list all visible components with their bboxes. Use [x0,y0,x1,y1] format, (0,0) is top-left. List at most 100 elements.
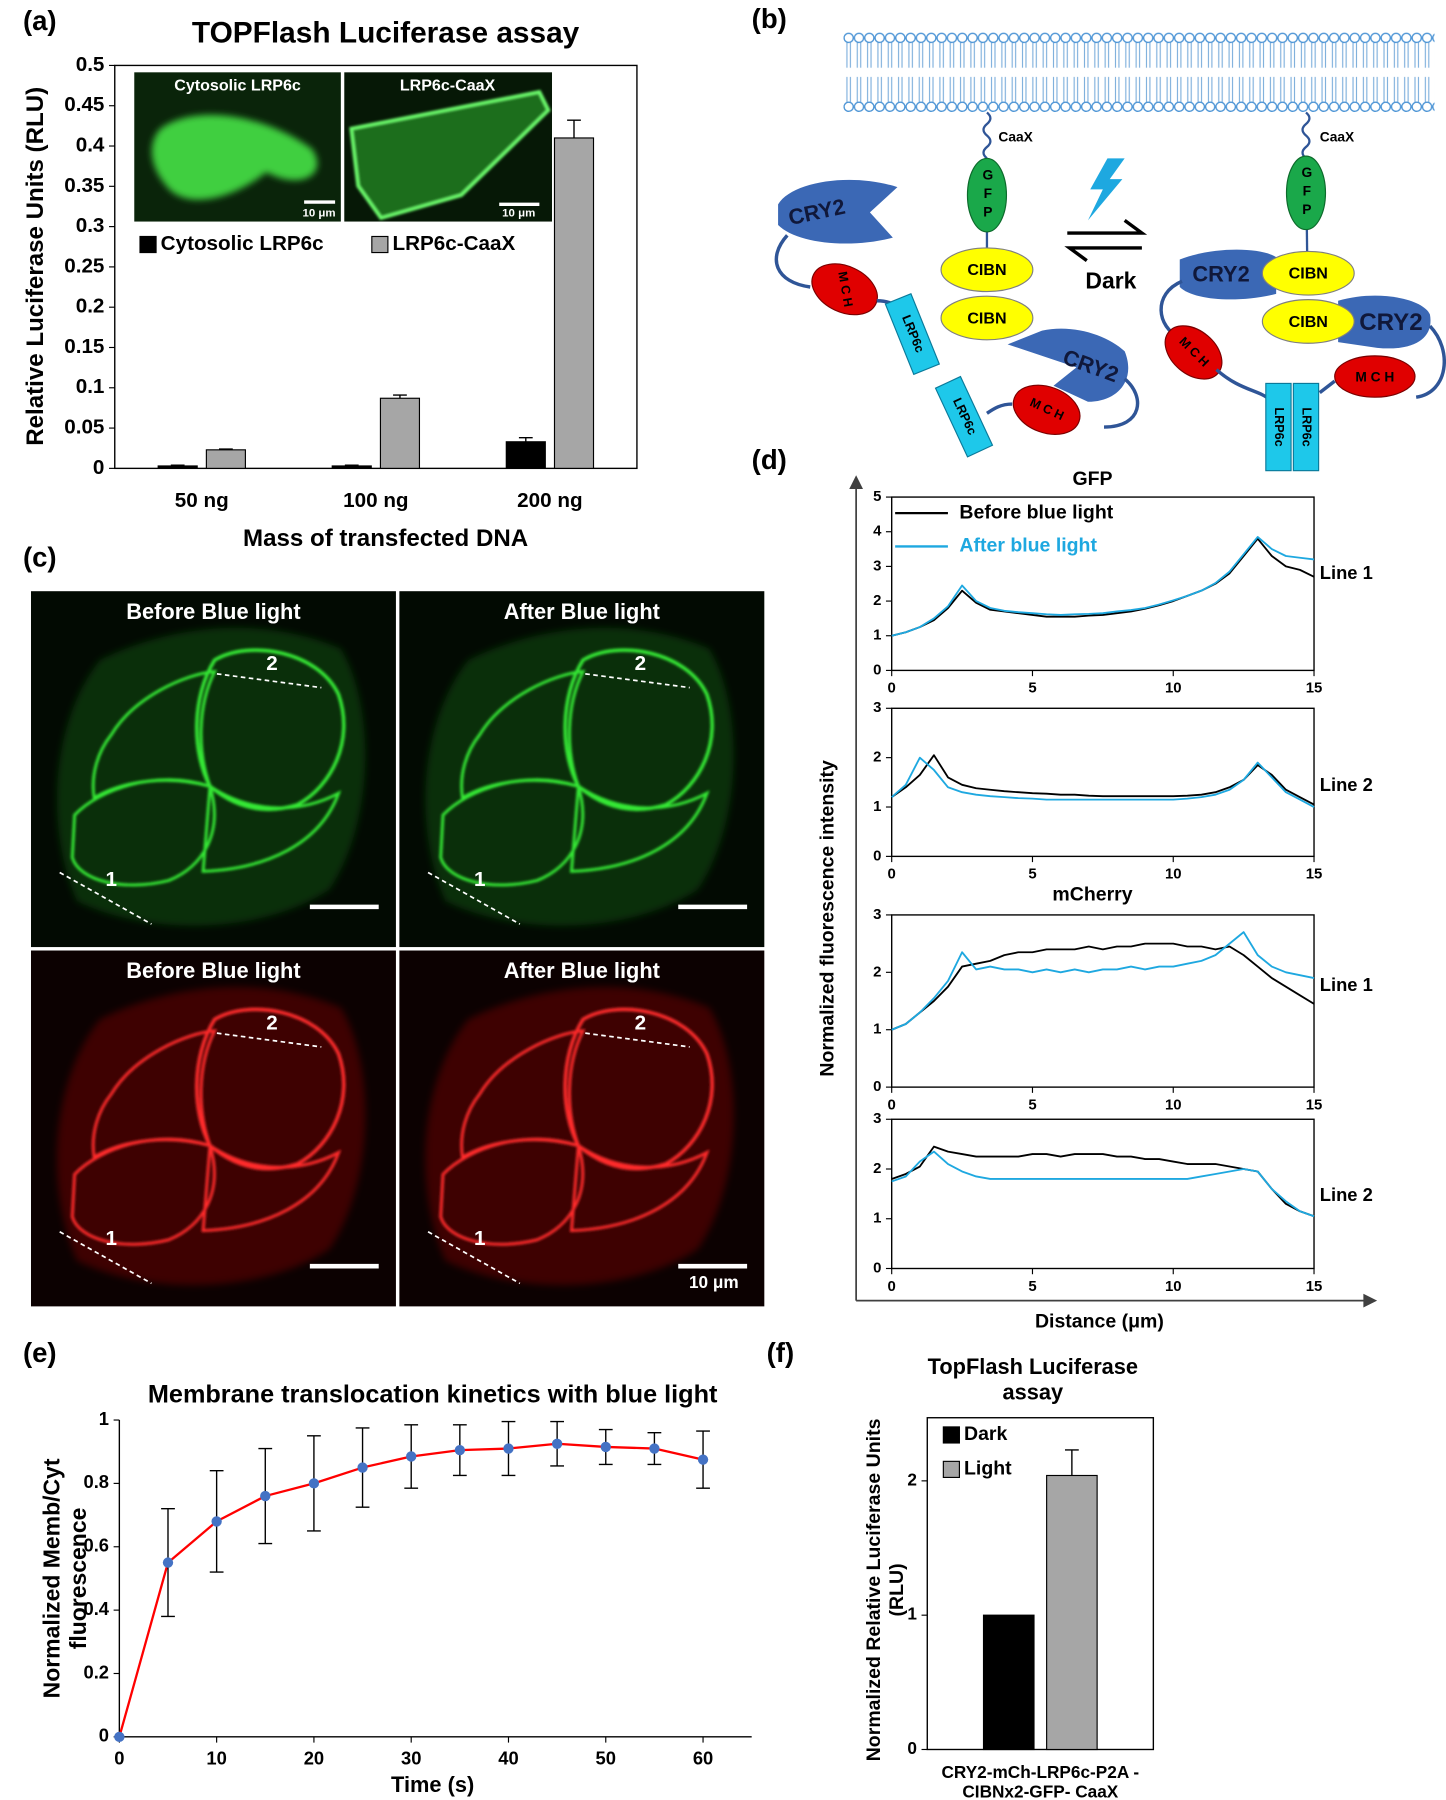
x-tick-label: 10 [1165,866,1182,883]
marker [260,1490,271,1502]
label: CIBN [967,309,1006,327]
y-tick-label: 0.4 [76,133,105,156]
line [891,754,1315,806]
x-tick-label: 10 [1165,1096,1182,1113]
label: CaaX [1320,129,1355,144]
x-tick-label: 15 [1306,680,1323,697]
y-axis-label: Normalized Memb/Cyt fluorescence [40,1458,92,1699]
marker [357,1462,368,1473]
plot-frame [891,1118,1315,1270]
label: LRP6c [1300,407,1314,446]
x-tick-label: 20 [304,1748,324,1769]
marker [114,1731,125,1743]
line-scan [427,871,521,925]
legend-swatch [942,1460,960,1478]
cell-outlines [425,628,734,926]
x-tick-label: 15 [1306,866,1323,883]
marker [454,1444,466,1456]
x-tick-label: 200 ng [517,489,582,512]
y-tick-label: 0.8 [83,1471,109,1492]
annotation: Line 1 [1320,562,1373,583]
y-tick-label: 0.1 [76,375,105,398]
chart-title: TopFlash Luciferase assay [927,1355,1139,1406]
marker [211,1516,222,1527]
label: CRY2 [1192,261,1249,286]
marker [503,1443,514,1454]
label: CIBN [1289,313,1328,331]
label: CRY2 [1359,309,1422,336]
line [891,536,1315,637]
bar [1046,1474,1098,1751]
annotation: Line 1 [1320,974,1373,995]
inset-label: Cytosolic LRP6c [174,76,301,94]
y-tick-label: 3 [873,557,881,574]
label: CIBN [1289,265,1328,283]
marker [308,1478,320,1489]
y-axis-label-box: Normalized Relative Luciferase Units (RL… [864,1419,908,1762]
bar [379,397,421,469]
line [891,537,1315,637]
y-tick-label: 0.45 [64,93,104,116]
cell-outlines [425,987,734,1285]
panel-label: (e) [23,1337,57,1368]
marker [649,1443,660,1454]
panel-label: (c) [23,541,57,572]
line [891,1145,1315,1218]
line-scan [585,672,690,689]
cell-outlines [57,987,366,1285]
x-axis-label: Mass of transfected DNA [243,525,528,552]
error-bar [567,119,581,138]
line-label: 1 [106,1227,117,1250]
legend-label: Dark [964,1423,1008,1445]
bar [157,465,198,469]
x-tick-label: 5 [1028,680,1036,697]
x-tick-label: 15 [1306,1278,1323,1295]
legend-label: Light [964,1458,1012,1480]
line [891,942,1315,1031]
line-label: 1 [474,868,485,891]
x-tick-label: 0 [114,1748,124,1769]
y-tick-label: 0.05 [64,416,104,439]
chart-title-box: TopFlash Luciferase assay [927,1355,1139,1406]
line-label: 2 [635,1011,646,1034]
panel-label: (f) [767,1337,795,1368]
x-tick-label: 5 [1028,1278,1036,1295]
legend-label: Before blue light [959,501,1113,523]
label: M C H [1355,369,1394,384]
panel-label: (b) [752,3,787,34]
chart-title: TOPFlash Luciferase assay [192,16,580,49]
x-tick-label: 10 [1165,1278,1182,1295]
y-tick-label: 0.5 [76,53,105,76]
x-tick-label: CRY2-mCh-LRP6c-P2A -CIBNx2-GFP- CaaX [941,1762,1140,1800]
inset-scale: 10 μm [302,208,335,220]
x-tick-label: 30 [401,1748,421,1769]
y-tick-label: 0.25 [64,254,104,277]
label: GFP [980,167,995,222]
axis-label: Distance (μm) [1035,1311,1164,1333]
line-label: 2 [266,652,277,675]
legend-label: LRP6c-CaaX [392,232,515,255]
label: M C H [835,270,855,308]
legend-swatch [139,235,157,254]
x-tick-label: 50 [596,1748,616,1769]
line-scan [59,871,152,925]
y-tick-label: 0.2 [83,1661,109,1682]
x-tick-label: 0 [888,680,896,697]
y-tick-label: 4 [873,523,882,540]
y-tick-label: 0 [873,847,881,864]
y-tick-label: 2 [873,1160,881,1177]
panel-d-axes: Normalized fluorescence intensity Distan… [817,475,1378,1333]
bar [205,449,246,469]
micrograph-title: After Blue light [504,599,660,624]
y-tick-label: 0 [93,456,104,479]
line-scan [585,1032,690,1048]
label: CIBN [967,261,1006,279]
plot-frame [891,707,1315,858]
marker [600,1441,611,1453]
marker [697,1454,709,1465]
y-tick-label: 1 [907,1604,917,1624]
y-tick-label: 0 [99,1725,109,1746]
y-tick-label: 2 [873,963,881,980]
scale-label: 10 μm [689,1272,739,1292]
line-label: 2 [266,1011,277,1034]
